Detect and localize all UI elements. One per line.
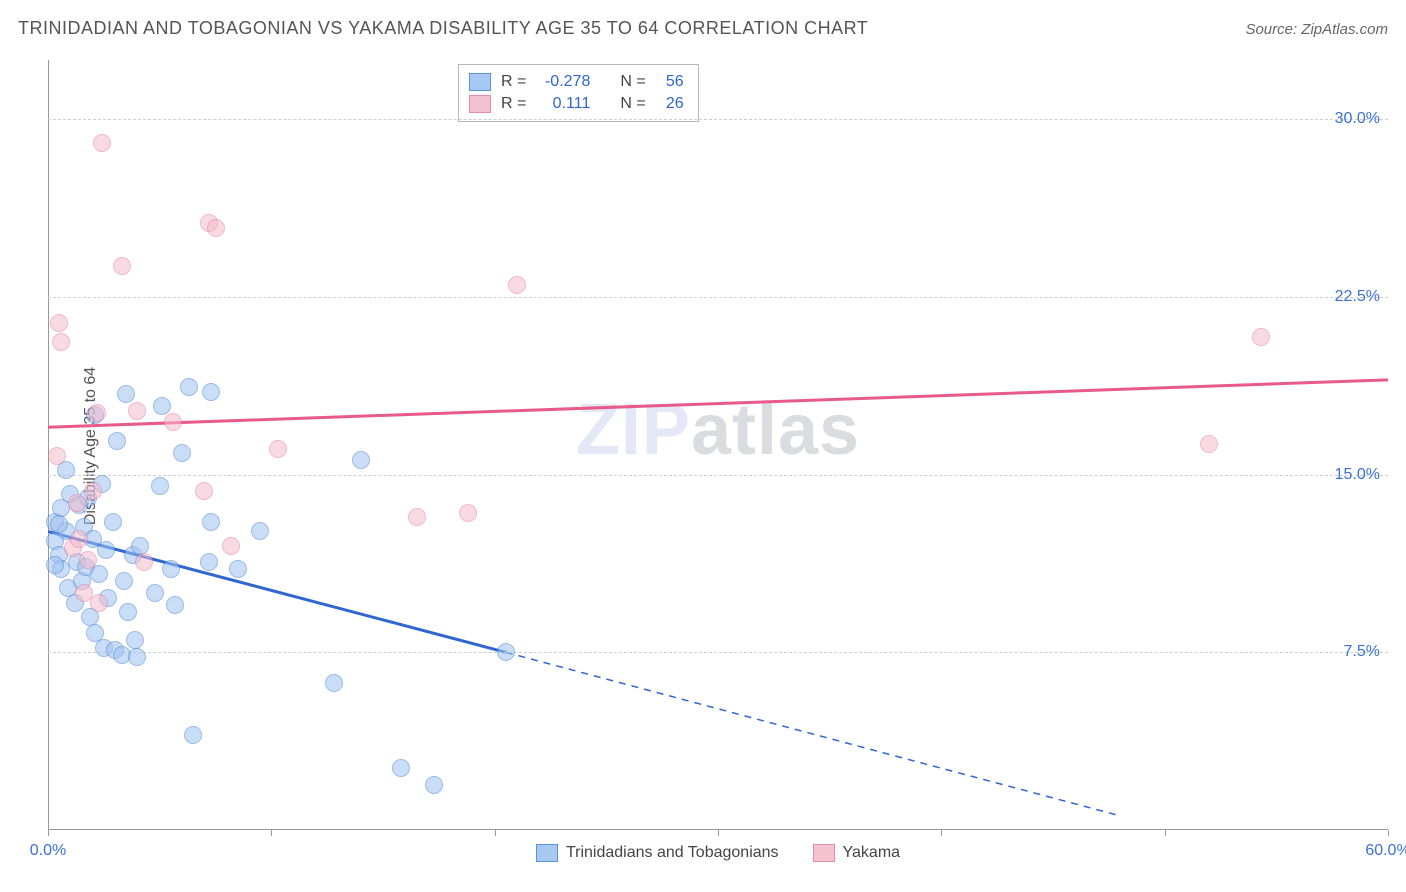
marker-series1 [352, 451, 370, 469]
legend-label-series1: Trinidadians and Tobagonians [566, 844, 779, 862]
legend-item-series2: Yakama [813, 844, 901, 862]
x-tick-label-left: 0.0% [30, 842, 66, 860]
marker-series1 [126, 631, 144, 649]
marker-series2 [408, 508, 426, 526]
x-tick-label-right: 60.0% [1365, 842, 1406, 860]
watermark-part1: ZIP [576, 390, 691, 470]
marker-series2 [93, 134, 111, 152]
marker-series1 [325, 674, 343, 692]
marker-series1 [153, 397, 171, 415]
gridline [48, 652, 1388, 653]
n-value-1: 56 [656, 71, 684, 93]
marker-series2 [135, 553, 153, 571]
y-axis-line [48, 60, 49, 830]
r-label-1: R = [501, 71, 526, 93]
legend-label-series2: Yakama [843, 844, 901, 862]
stats-legend-box: R = -0.278 N = 56 R = 0.111 N = 26 [458, 64, 699, 122]
marker-series1 [90, 565, 108, 583]
bottom-legend: Trinidadians and Tobagonians Yakama [48, 844, 1388, 862]
marker-series1 [46, 556, 64, 574]
x-tick-mark [48, 830, 49, 836]
marker-series1 [173, 444, 191, 462]
x-tick-mark [718, 830, 719, 836]
n-label-1: N = [620, 71, 645, 93]
marker-series2 [52, 333, 70, 351]
swatch-series2-bottom [813, 844, 835, 862]
marker-series1 [251, 522, 269, 540]
marker-series1 [97, 541, 115, 559]
trend-lines-layer [48, 60, 1388, 830]
marker-series1 [180, 378, 198, 396]
swatch-series1-bottom [536, 844, 558, 862]
marker-series2 [164, 413, 182, 431]
marker-series2 [207, 219, 225, 237]
plot-area: ZIPatlas R = -0.278 N = 56 R = 0.111 N =… [48, 60, 1388, 830]
gridline [48, 119, 1388, 120]
legend-item-series1: Trinidadians and Tobagonians [536, 844, 779, 862]
r-label-2: R = [501, 93, 526, 115]
x-tick-mark [1165, 830, 1166, 836]
chart-title: TRINIDADIAN AND TOBAGONIAN VS YAKAMA DIS… [18, 18, 868, 39]
marker-series1 [392, 759, 410, 777]
y-tick-label: 30.0% [1335, 110, 1380, 128]
marker-series1 [108, 432, 126, 450]
marker-series1 [200, 553, 218, 571]
swatch-series1 [469, 73, 491, 91]
marker-series2 [90, 594, 108, 612]
marker-series2 [195, 482, 213, 500]
gridline [48, 297, 1388, 298]
marker-series1 [151, 477, 169, 495]
marker-series2 [508, 276, 526, 294]
gridline [48, 475, 1388, 476]
marker-series2 [88, 404, 106, 422]
marker-series2 [1252, 328, 1270, 346]
marker-series1 [497, 643, 515, 661]
marker-series1 [162, 560, 180, 578]
marker-series2 [113, 257, 131, 275]
stats-row-series1: R = -0.278 N = 56 [469, 71, 684, 93]
r-value-2: 0.111 [536, 93, 590, 115]
marker-series1 [184, 726, 202, 744]
watermark-part2: atlas [691, 390, 860, 470]
marker-series2 [128, 402, 146, 420]
marker-series2 [79, 551, 97, 569]
source-attribution: Source: ZipAtlas.com [1245, 21, 1388, 38]
marker-series2 [48, 447, 66, 465]
marker-series1 [117, 385, 135, 403]
marker-series1 [50, 515, 68, 533]
marker-series1 [128, 648, 146, 666]
marker-series1 [425, 776, 443, 794]
marker-series1 [229, 560, 247, 578]
marker-series2 [68, 494, 86, 512]
marker-series1 [119, 603, 137, 621]
y-tick-label: 7.5% [1344, 643, 1380, 661]
marker-series1 [146, 584, 164, 602]
x-tick-mark [495, 830, 496, 836]
marker-series2 [1200, 435, 1218, 453]
marker-series2 [269, 440, 287, 458]
marker-series1 [166, 596, 184, 614]
marker-series1 [104, 513, 122, 531]
marker-series2 [222, 537, 240, 555]
marker-series1 [202, 513, 220, 531]
marker-series1 [131, 537, 149, 555]
stats-row-series2: R = 0.111 N = 26 [469, 93, 684, 115]
y-tick-label: 15.0% [1335, 466, 1380, 484]
marker-series2 [459, 504, 477, 522]
n-value-2: 26 [656, 93, 684, 115]
x-tick-mark [1388, 830, 1389, 836]
marker-series1 [202, 383, 220, 401]
n-label-2: N = [620, 93, 645, 115]
y-tick-label: 22.5% [1335, 288, 1380, 306]
r-value-1: -0.278 [536, 71, 590, 93]
x-tick-mark [271, 830, 272, 836]
swatch-series2 [469, 95, 491, 113]
marker-series2 [70, 530, 88, 548]
marker-series1 [115, 572, 133, 590]
marker-series2 [84, 482, 102, 500]
watermark: ZIPatlas [576, 389, 860, 471]
marker-series2 [50, 314, 68, 332]
x-tick-mark [941, 830, 942, 836]
